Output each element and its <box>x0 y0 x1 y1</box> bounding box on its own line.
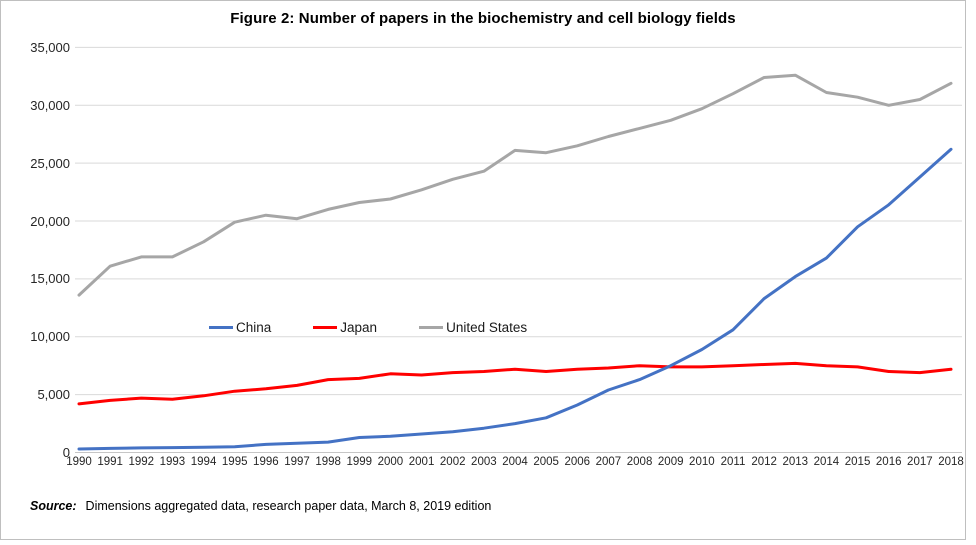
legend-item-japan[interactable]: Japan <box>313 320 377 335</box>
x-tick-label: 2016 <box>875 456 902 468</box>
y-tick-label: 15,000 <box>30 271 70 287</box>
y-tick-label: 0 <box>62 445 70 460</box>
legend-item-china[interactable]: China <box>209 320 271 335</box>
x-tick-label: 2017 <box>907 456 933 468</box>
legend: China Japan United States <box>209 320 527 335</box>
source-line: Source: Dimensions aggregated data, resea… <box>30 499 491 513</box>
x-tick-label: 2004 <box>502 456 528 468</box>
x-tick-label: 2009 <box>657 456 684 468</box>
x-tick-label: 1990 <box>66 456 92 468</box>
legend-label-china: China <box>236 320 272 335</box>
y-tick-label: 5,000 <box>37 387 70 403</box>
y-tick-label: 10,000 <box>30 329 70 345</box>
x-tick-label: 2001 <box>408 456 435 468</box>
x-tick-label: 1992 <box>128 456 155 468</box>
x-tick-label: 2008 <box>626 456 653 468</box>
y-tick-label: 25,000 <box>30 155 70 171</box>
x-tick-label: 1991 <box>97 456 123 468</box>
china-line[interactable] <box>77 147 953 451</box>
y-tick-label: 20,000 <box>30 213 70 229</box>
x-tick-label: 1994 <box>190 456 217 468</box>
legend-label-japan: Japan <box>340 320 378 335</box>
source-text: Dimensions aggregated data, research pap… <box>85 499 492 513</box>
united-states-line-swatch-icon <box>419 326 444 329</box>
united-states-line[interactable] <box>77 73 953 297</box>
x-tick-label: 1995 <box>221 456 248 468</box>
x-tick-label: 2007 <box>595 456 622 468</box>
x-tick-label: 2014 <box>813 456 840 468</box>
y-tick-label: 35,000 <box>30 39 70 55</box>
china-line-swatch-icon <box>209 326 233 329</box>
x-tick-label: 2002 <box>439 456 466 468</box>
x-tick-label: 2011 <box>720 456 746 468</box>
x-tick-label: 2010 <box>689 456 715 468</box>
x-tick-label: 1993 <box>159 456 186 468</box>
source-label: Source: <box>30 499 77 513</box>
japan-line-swatch-icon <box>313 326 338 329</box>
x-tick-label: 2018 <box>938 456 964 468</box>
x-tick-label: 2015 <box>844 456 871 468</box>
legend-label-united-states: United States <box>446 320 528 335</box>
x-tick-label: 1996 <box>253 456 279 468</box>
chart-title: Figure 2: Number of papers in the bioche… <box>230 10 736 27</box>
x-tick-label: 1997 <box>284 456 310 468</box>
x-tick-label: 2012 <box>751 456 777 468</box>
y-tick-label: 30,000 <box>30 97 70 113</box>
x-tick-label: 2000 <box>377 456 404 468</box>
x-tick-label: 2013 <box>782 456 809 468</box>
x-tick-label: 1999 <box>346 456 373 468</box>
legend-item-united-states[interactable]: United States <box>419 320 527 335</box>
x-tick-label: 1998 <box>315 456 341 468</box>
japan-line[interactable] <box>77 361 953 406</box>
x-tick-label: 2005 <box>533 456 559 468</box>
x-tick-label: 2003 <box>471 456 497 468</box>
x-tick-label: 2006 <box>564 456 591 468</box>
